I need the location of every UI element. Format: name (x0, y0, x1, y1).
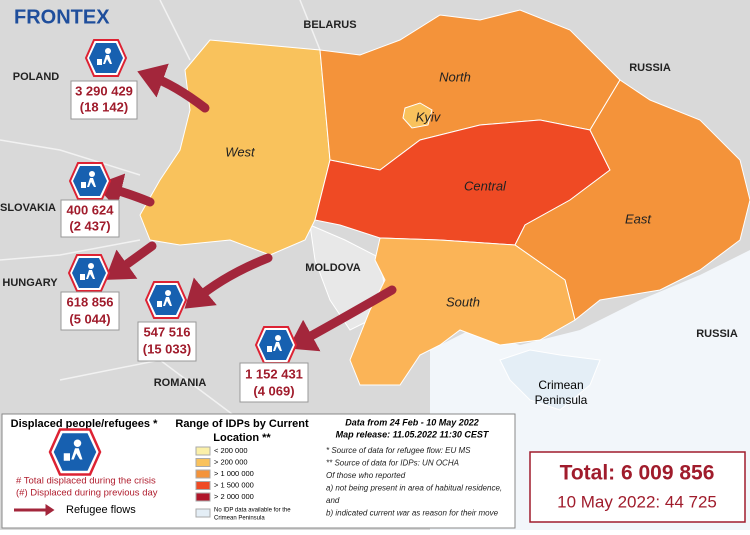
source-note: and (326, 496, 340, 505)
flow-arrow (137, 63, 210, 113)
region-label: Central (464, 178, 507, 193)
refugee-icon (85, 39, 127, 77)
no-data-note: Crimean Peninsula (214, 516, 265, 522)
flow-arrow (184, 253, 273, 309)
no-data-note: No IDP data available for the (214, 508, 291, 514)
legend-label: > 1 000 000 (214, 469, 254, 478)
release: Map release: 11.05.2022 11:30 CEST (336, 429, 490, 439)
source-note: * Source of data for refugee flow: EU MS (326, 446, 471, 455)
region-label: West (225, 144, 256, 159)
refugee-icon (255, 326, 297, 364)
refugee-icon (145, 281, 187, 319)
legend-flows: Refugee flows (66, 504, 136, 516)
legend-note: (#) Displaced during previous day (16, 488, 158, 499)
legend-swatch (195, 458, 211, 467)
legend-note: # Total displaced during the crisis (16, 476, 156, 487)
legend-swatch (195, 446, 211, 456)
flow-total: 618 856 (67, 294, 114, 309)
legend-swatch (195, 481, 211, 490)
country-label: BELARUS (303, 19, 356, 31)
total: Total: 6 009 856 (560, 462, 715, 485)
legend-label: < 200 000 (214, 446, 248, 455)
flow-previous: (2 437) (69, 218, 110, 233)
flow-box (60, 291, 120, 331)
refugee-icon (69, 162, 111, 200)
country-label: RUSSIA (629, 62, 671, 74)
country-label: ROMANIA (154, 377, 207, 389)
crimea-label: Peninsula (535, 393, 588, 407)
flow-previous: (4 069) (253, 383, 294, 398)
flow-previous: (5 044) (69, 311, 110, 326)
country-label: MOLDOVA (305, 262, 360, 274)
refugee-icon (68, 254, 110, 292)
legend-swatch (195, 469, 211, 479)
country-label: POLAND (13, 71, 60, 83)
flow-box (60, 199, 120, 238)
flow-box (137, 321, 197, 362)
source-note: Of those who reported (326, 471, 406, 480)
legend-title: Displaced people/refugees * (11, 418, 158, 430)
flow-box (239, 362, 309, 403)
country-label: RUSSIA (696, 328, 738, 340)
source-note: ** Source of data for IDPs: UN OCHA (326, 459, 459, 468)
total-day: 10 May 2022: 44 725 (557, 492, 717, 511)
flow-previous: (15 033) (143, 341, 191, 356)
legend-label: > 200 000 (214, 457, 248, 466)
legend-label: > 1 500 000 (214, 480, 254, 489)
flow-total: 1 152 431 (245, 366, 303, 381)
legend-icon (48, 428, 102, 476)
flow-total: 400 624 (67, 202, 115, 217)
flow-arrow (94, 173, 155, 209)
flow-box (70, 80, 138, 120)
country-label: SLOVAKIA (0, 202, 56, 214)
crimea (499, 349, 601, 411)
region-east (514, 79, 750, 321)
flow-total: 3 290 429 (75, 83, 133, 98)
region-label: East (625, 211, 652, 226)
legend-swatch (195, 492, 211, 502)
region-kyiv (402, 102, 433, 129)
period: Data from 24 Feb - 10 May 2022 (345, 417, 479, 427)
source-note: b) indicated current war as reason for t… (326, 509, 499, 518)
source-notes: * Source of data for refugee flow: EU MS… (326, 446, 502, 518)
flow-arrow (105, 241, 157, 280)
idp-title: Location ** (213, 432, 271, 444)
legend-swatch (195, 508, 211, 518)
idp-legend: < 200 000 > 200 000 > 1 000 000 > 1 500 000… (195, 446, 254, 502)
flow-total: 547 516 (144, 324, 191, 339)
country-label: HUNGARY (2, 277, 58, 289)
source-note: a) not being present in area of habitual… (326, 484, 502, 493)
region-label: North (439, 69, 471, 84)
region-label: South (446, 294, 480, 309)
flow-previous: (18 142) (80, 99, 128, 114)
crimea-label: Crimean (538, 378, 583, 392)
total-box (529, 451, 746, 523)
legend-label: > 2 000 000 (214, 492, 254, 501)
region-label: Kyiv (416, 109, 442, 124)
idp-title: Range of IDPs by Current (175, 418, 309, 430)
logo: FRONTEX (14, 6, 110, 28)
flow-arrow (288, 285, 397, 352)
